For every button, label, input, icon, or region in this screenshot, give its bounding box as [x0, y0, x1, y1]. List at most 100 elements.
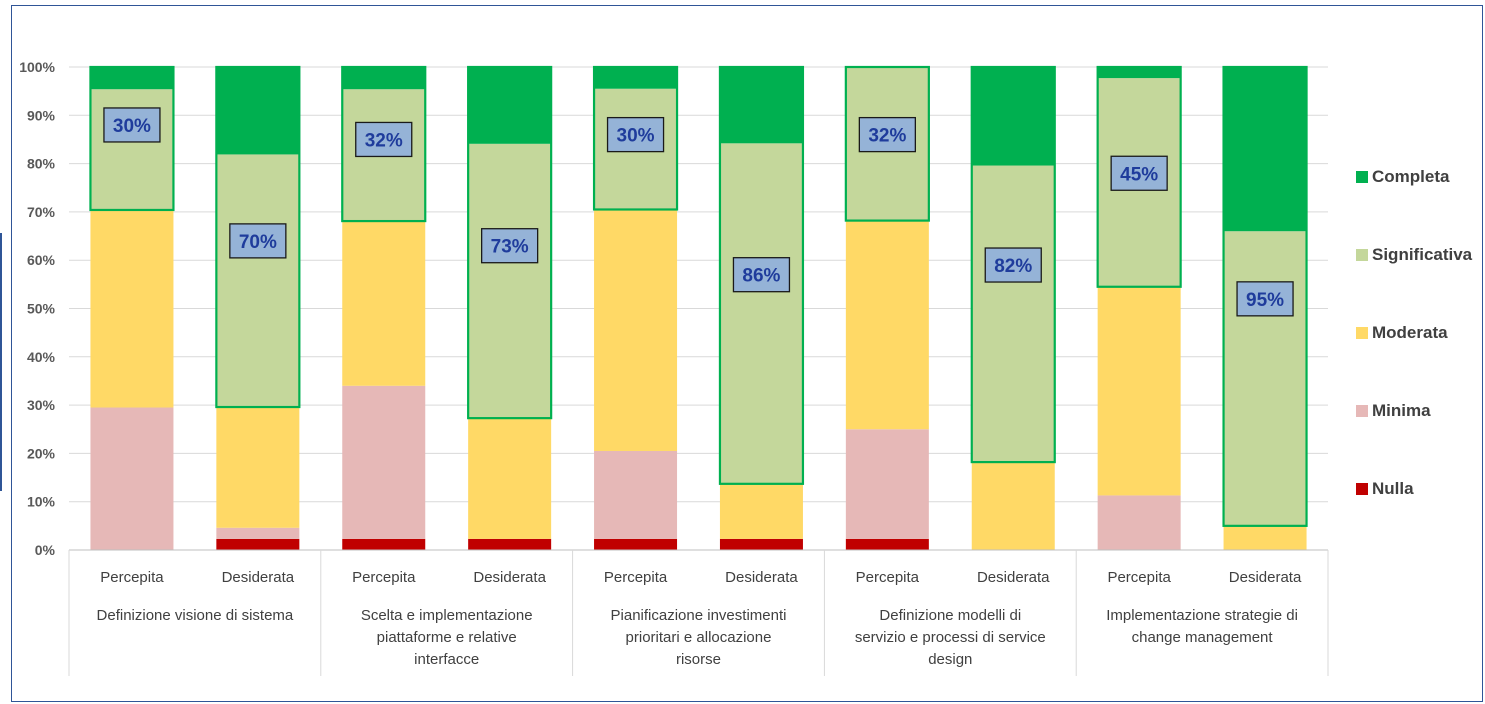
- legend[interactable]: Completa Significativa Moderata Minima Nulla: [1356, 167, 1473, 498]
- bar-completa-8: [1097, 67, 1181, 79]
- bar-moderata-0: [90, 209, 174, 408]
- badge-box: [1236, 281, 1294, 317]
- bar-moderata-3: [468, 418, 552, 539]
- percent-badge-3: 73%: [480, 228, 539, 264]
- bar-outline-9: [1222, 65, 1308, 527]
- badge-label: 82%: [994, 256, 1032, 277]
- bar-outline-0: [89, 65, 175, 212]
- bar-outline-1: [215, 65, 301, 409]
- x-tick-label: Percepita: [1107, 569, 1171, 586]
- badge-box: [858, 116, 916, 153]
- bar-significativa-5: [719, 143, 803, 484]
- badge-box: [984, 247, 1042, 283]
- x-tick-label: Percepita: [100, 569, 164, 586]
- group-label: Definizione modelli di servizio e process…: [855, 607, 1046, 668]
- x-tick-label: Desiderata: [222, 569, 295, 586]
- badge-box: [103, 107, 161, 143]
- x-tick-label: Percepita: [856, 569, 920, 586]
- bar-outline-3: [467, 65, 553, 420]
- legend-swatch: [1356, 171, 1368, 183]
- bar-nulla-3: [468, 538, 552, 550]
- bar-completa-2: [342, 67, 426, 90]
- percent-badge-9: 95%: [1236, 281, 1294, 317]
- bar-completa-4: [594, 67, 678, 89]
- x-tick-label: Percepita: [352, 569, 416, 586]
- x-tick-label: Desiderata: [1229, 569, 1302, 586]
- y-tick-label: 100%: [19, 59, 55, 75]
- badge-box: [1110, 155, 1168, 191]
- percent-badge-5: 86%: [732, 257, 791, 293]
- bar-minima-8: [1097, 495, 1181, 550]
- y-tick-label: 50%: [27, 301, 56, 317]
- x-tick-label: Desiderata: [473, 569, 546, 586]
- legend-label: Moderata: [1372, 323, 1448, 342]
- percent-badge-1: 70%: [229, 223, 287, 259]
- bar-minima-4: [594, 450, 678, 539]
- x-tick-label: Desiderata: [725, 569, 798, 586]
- bar-nulla-6: [845, 538, 929, 550]
- bar-outline-8: [1096, 65, 1182, 288]
- y-tick-label: 0%: [35, 542, 56, 558]
- bar-completa-7: [971, 67, 1055, 166]
- legend-label: Nulla: [1372, 479, 1414, 498]
- legend-item-significativa[interactable]: Significativa: [1356, 245, 1473, 264]
- bar-outline-7: [970, 65, 1056, 464]
- y-tick-label: 20%: [27, 445, 56, 461]
- bar-nulla-4: [594, 538, 678, 550]
- legend-label: Significativa: [1372, 245, 1473, 264]
- legend-swatch: [1356, 483, 1368, 495]
- bar-outline-5: [718, 65, 805, 485]
- badge-box: [606, 116, 665, 153]
- left-edge-marker: [0, 233, 2, 491]
- bar-outline-2: [341, 65, 427, 223]
- bar-outline-6: [844, 65, 930, 222]
- y-tick-label: 30%: [27, 397, 56, 413]
- y-tick-label: 90%: [27, 107, 56, 123]
- x-tick-label: Desiderata: [977, 569, 1050, 586]
- chart-frame: [11, 5, 1483, 702]
- y-axis-ticks: 0% 10% 20% 30% 40% 50% 60% 70% 80% 90% 100%: [19, 59, 55, 558]
- percent-badge-2: 32%: [355, 121, 413, 158]
- legend-item-completa[interactable]: Completa: [1356, 167, 1450, 186]
- bar-minima-2: [342, 385, 426, 539]
- bar-moderata-4: [594, 209, 678, 451]
- percent-badge-6: 32%: [858, 116, 916, 153]
- percentage-badges: 30% 70% 32% 73% 30% 86% 32% 82% 45% 95%: [103, 107, 1294, 317]
- bar-moderata-9: [1223, 525, 1307, 550]
- bar-moderata-1: [216, 407, 300, 528]
- badge-label: 86%: [742, 266, 780, 287]
- x-tick-label: Percepita: [604, 569, 668, 586]
- group-label: Definizione visione di sistema: [97, 607, 294, 624]
- bar-minima-0: [90, 407, 174, 550]
- legend-item-moderata[interactable]: Moderata: [1356, 323, 1448, 342]
- bar-minima-6: [845, 429, 929, 539]
- percent-badge-8: 45%: [1110, 155, 1168, 191]
- bar-nulla-1: [216, 538, 300, 550]
- badge-label: 45%: [1120, 164, 1158, 185]
- percent-badge-7: 82%: [984, 247, 1042, 283]
- badge-label: 32%: [365, 130, 403, 151]
- bars: [89, 65, 1308, 550]
- badge-label: 30%: [617, 126, 655, 147]
- bar-nulla-5: [719, 538, 803, 550]
- group-label: Scelta e implementazione piattaforme e re…: [361, 607, 533, 668]
- badge-box: [229, 223, 287, 259]
- legend-swatch: [1356, 405, 1368, 417]
- bar-significativa-9: [1223, 231, 1307, 526]
- group-label: Pianificazione investimenti prioritari e …: [611, 607, 787, 668]
- bar-completa-3: [468, 67, 552, 144]
- badge-label: 73%: [491, 237, 529, 258]
- badge-box: [480, 228, 539, 264]
- legend-item-nulla[interactable]: Nulla: [1356, 479, 1414, 498]
- bar-moderata-2: [342, 221, 426, 386]
- bar-moderata-5: [719, 483, 803, 539]
- bar-minima-1: [216, 527, 300, 539]
- legend-item-minima[interactable]: Minima: [1356, 401, 1431, 420]
- bar-completa-9: [1223, 67, 1307, 232]
- y-tick-label: 80%: [27, 156, 56, 172]
- bar-moderata-7: [971, 462, 1055, 550]
- bar-completa-0: [90, 67, 174, 90]
- bar-outline-4: [592, 65, 679, 211]
- legend-swatch: [1356, 327, 1368, 339]
